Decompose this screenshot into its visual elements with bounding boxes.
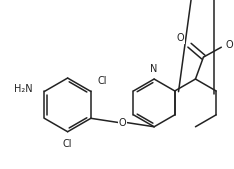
Text: O: O <box>119 117 126 128</box>
Text: Cl: Cl <box>98 77 107 87</box>
Text: Cl: Cl <box>63 139 72 149</box>
Text: O: O <box>225 40 233 50</box>
Text: O: O <box>177 33 185 43</box>
Text: N: N <box>150 64 158 74</box>
Text: H₂N: H₂N <box>14 84 33 94</box>
